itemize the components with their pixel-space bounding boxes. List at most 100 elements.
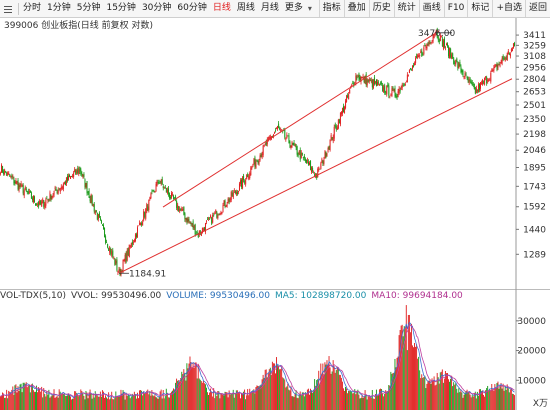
price-tick-label: 1289 [523,250,546,260]
candle-body [467,76,469,82]
candle-body [50,194,52,201]
candle-body [156,180,158,186]
candle-body [393,89,395,92]
volume-bar [444,371,446,410]
candle-body [409,67,411,69]
toolbar-button[interactable]: F10 [443,0,468,17]
candle-body [91,195,93,206]
volume-bar [88,392,90,410]
volume-bar [197,363,199,410]
candle-body [15,180,17,184]
candle-body [344,107,346,114]
candle-body [422,54,424,56]
candle-body [4,169,6,175]
candle-body [180,208,182,210]
volume-bar [43,388,45,410]
toolbar-button[interactable]: +自选 [492,0,525,17]
volume-bar [310,388,311,410]
candle-body [424,45,426,47]
candle-body [16,181,18,183]
toolbar-button[interactable]: 历史 [368,0,394,17]
more-arrow-icon[interactable]: ▾ [307,4,312,13]
candle-body [6,172,8,176]
period-tab[interactable]: 周线 [236,3,255,13]
toolbar-button[interactable]: 返回 [524,0,550,17]
volume-bar [324,362,326,410]
period-tab[interactable]: 5分钟 [76,3,101,13]
price-tick-label: 2046 [523,146,546,156]
candle-body [417,54,419,58]
candle-body [258,161,260,165]
pane-divider[interactable] [0,289,550,290]
candle-body [288,135,290,144]
period-tab[interactable]: 月线 [260,3,279,13]
period-tab[interactable]: 30分钟 [141,3,172,13]
toolbar-button[interactable]: 指标 [318,0,344,17]
candle-body [348,94,350,100]
volume-bar [247,389,249,410]
volume-bar [152,395,154,410]
candle-body [48,199,50,201]
candle-body [7,172,9,176]
volume-bar [485,390,487,410]
volume-bar [202,380,204,410]
period-tab[interactable]: 1分钟 [47,3,71,13]
menu-icon[interactable] [3,4,13,14]
volume-indicator-name[interactable]: VOL-TDX(5,10) [0,291,67,301]
volume-bar [312,392,314,410]
volume-bar [12,386,14,410]
toolbar-button[interactable]: 统计 [393,0,419,17]
candle-body [232,192,234,198]
candle-body [144,212,146,217]
candle-body [234,190,236,194]
volume-bar [57,397,59,410]
candle-body [265,142,267,146]
candle-body [9,174,11,177]
candle-body [215,210,217,214]
volume-bar [8,390,10,410]
candle-body [291,141,293,147]
period-tab[interactable]: 更多 [284,3,303,13]
upper-channel-line[interactable] [162,30,440,208]
toolbar-button[interactable]: 标记 [467,0,492,17]
period-tab[interactable]: 60分钟 [177,3,207,13]
volume-bar [434,385,436,410]
volume-bar [135,398,137,410]
candle-body [371,79,373,88]
volume-bar [6,389,8,410]
toolbar-button[interactable]: 画线 [418,0,444,17]
candle-body [392,86,394,90]
candle-body [218,213,220,215]
volume-bar [502,383,504,410]
volume-bar [40,391,42,410]
volume-bar [42,397,44,410]
period-tab[interactable]: 日线 [212,3,231,13]
volume-bar [41,386,43,410]
candle-body [512,43,514,49]
toolbar-button[interactable]: 叠加 [343,0,369,17]
candle-body [394,87,396,97]
candle-body [408,69,410,73]
volume-bar [331,371,333,410]
volume-bar [473,393,475,410]
volume-chart[interactable]: 30000 20000 10000 [0,289,550,410]
volume-bar [291,396,293,410]
volume-bar [364,390,366,410]
candle-body [94,210,96,214]
volume-bar [143,391,145,410]
lower-channel-line[interactable] [118,78,513,274]
period-tab[interactable]: 15分钟 [106,3,136,13]
period-tab[interactable]: 分时 [23,3,42,13]
volume-bar [353,393,355,410]
volume-bar [322,363,324,410]
volume-bar [458,388,460,410]
candle-body [87,192,89,194]
volume-bar [264,369,266,410]
candle-body [238,183,240,191]
volume-bar [161,398,163,410]
candle-body [482,80,484,85]
candle-body [226,204,228,207]
volume-bar [80,389,82,410]
volume-bar [15,384,17,410]
